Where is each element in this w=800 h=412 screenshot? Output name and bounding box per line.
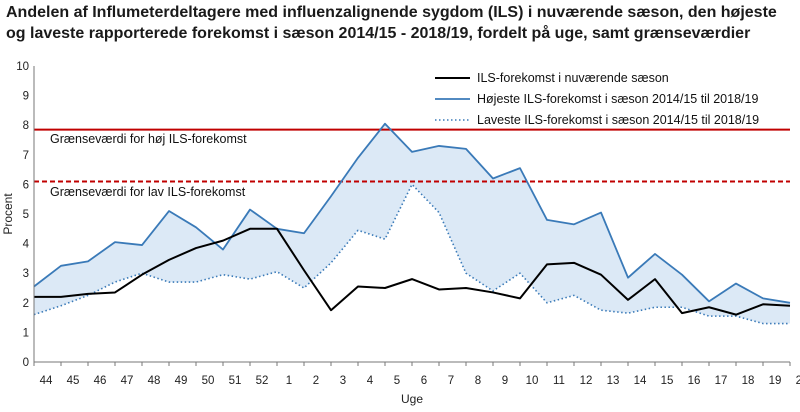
x-axis-label: Uge: [401, 392, 423, 406]
x-tick-label: 15: [661, 375, 674, 387]
legend-item-highest: Højeste ILS-forekomst i sæson 2014/15 ti…: [435, 92, 758, 106]
x-tick-label: 14: [634, 375, 647, 387]
y-tick-label: 1: [23, 327, 29, 339]
y-tick-label: 3: [23, 268, 29, 280]
legend-label: ILS-forekomst i nuværende sæson: [477, 71, 669, 85]
highest-season-line: [33, 122, 791, 304]
x-tick-label: 5: [394, 375, 400, 387]
y-tick-label: 5: [23, 209, 29, 221]
x-tick-label: 52: [256, 375, 269, 387]
x-tick-label: 8: [475, 375, 481, 387]
x-tick-label: 49: [175, 375, 188, 387]
y-tick-label: 8: [23, 120, 29, 132]
y-tick-label: 9: [23, 91, 29, 103]
y-tick-label: 10: [16, 61, 29, 73]
x-tick-label: 10: [526, 375, 539, 387]
x-tick-label: 48: [148, 375, 161, 387]
x-tick-label: 16: [688, 375, 701, 387]
x-tick-label: 12: [580, 375, 593, 387]
y-tick-label: 0: [23, 357, 29, 369]
x-tick-label: 45: [67, 375, 80, 387]
legend-label: Højeste ILS-forekomst i sæson 2014/15 ti…: [477, 92, 758, 106]
x-tick-label: 50: [202, 375, 215, 387]
series-layer: [33, 122, 791, 325]
x-tick-label: 19: [769, 375, 782, 387]
x-tick-label: 20: [796, 375, 800, 387]
x-tick-label: 18: [742, 375, 755, 387]
x-tick-label: 4: [367, 375, 374, 387]
x-tick-label: 13: [607, 375, 620, 387]
x-tick-label: 51: [229, 375, 242, 387]
current-season-line: [34, 227, 791, 316]
high-low-band: [34, 123, 790, 324]
y-axis-label: Procent: [1, 193, 15, 235]
x-tick-label: 17: [715, 375, 728, 387]
x-tick-label: 6: [421, 375, 427, 387]
y-tick-label: 7: [23, 150, 29, 162]
x-tick-label: 46: [94, 375, 107, 387]
legend: ILS-forekomst i nuværende sæson Højeste I…: [435, 71, 759, 127]
high-threshold-label: Grænseværdi for høj ILS-forekomst: [50, 132, 247, 146]
chart-title: Andelen af Influmeterdeltagere med influ…: [6, 4, 777, 42]
y-tick-label: 2: [23, 298, 29, 310]
x-tick-label: 11: [553, 375, 565, 387]
x-tick-label: 44: [40, 375, 53, 387]
x-tick-label: 1: [286, 375, 292, 387]
low-threshold-label: Grænseværdi for lav ILS-forekomst: [50, 185, 246, 199]
high-low-band-layer: [34, 123, 790, 324]
legend-item-lowest: Laveste ILS-forekomst i sæson 2014/15 ti…: [435, 113, 759, 127]
x-tick-label: 7: [448, 375, 454, 387]
y-tick-label: 6: [23, 179, 29, 191]
x-tick-label: 47: [121, 375, 134, 387]
y-tick-label: 4: [23, 239, 30, 251]
legend-label: Laveste ILS-forekomst i sæson 2014/15 ti…: [477, 113, 759, 127]
x-tick-label: 9: [502, 375, 508, 387]
legend-item-current: ILS-forekomst i nuværende sæson: [435, 71, 669, 85]
x-tick-label: 2: [313, 375, 319, 387]
reference-lines-layer: Grænseværdi for høj ILS-forekomst Grænsev…: [34, 128, 790, 199]
x-tick-label: 3: [340, 375, 346, 387]
